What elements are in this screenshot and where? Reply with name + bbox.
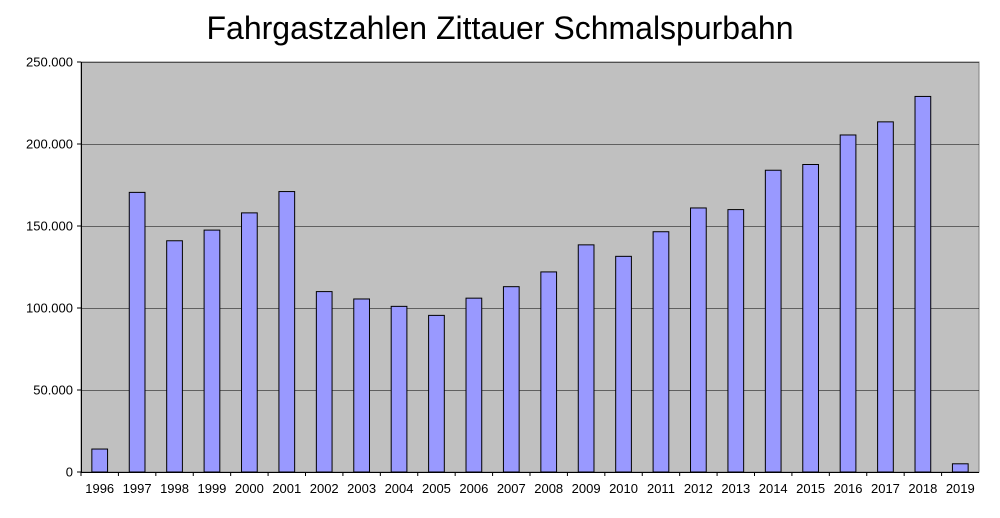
bar: [914, 95, 932, 473]
bar: [91, 448, 109, 473]
bar: [652, 231, 670, 473]
x-tick-label: 2014: [759, 481, 788, 496]
x-tick-label: 2002: [310, 481, 339, 496]
y-tick-label: 0: [66, 465, 73, 480]
bar: [203, 229, 221, 473]
x-tick-label: 2004: [385, 481, 414, 496]
bar: [577, 244, 595, 473]
x-tick-label: 1998: [160, 481, 189, 496]
bar: [166, 240, 183, 473]
bar: [128, 191, 146, 473]
bar: [839, 134, 857, 473]
bar: [951, 463, 969, 473]
bar: [727, 209, 745, 473]
x-tick-label: 2003: [347, 481, 376, 496]
bar: [353, 298, 370, 473]
x-tick-label: 1997: [123, 481, 152, 496]
gridlines: [81, 62, 979, 391]
bar: [390, 305, 408, 473]
x-tick-label: 2005: [422, 481, 451, 496]
x-tick-label: 2018: [908, 481, 937, 496]
x-tick-label: 2019: [946, 481, 975, 496]
bar: [465, 297, 483, 473]
bar: [690, 207, 707, 473]
x-axis: 1996 1997 1998 1999 2000 2001 2002 2003 2004 2005…: [80, 472, 979, 496]
bar: [764, 169, 782, 473]
x-tick-label: 2010: [609, 481, 638, 496]
y-tick-label: 250.000: [26, 55, 73, 70]
x-tick-label: 2001: [272, 481, 301, 496]
x-tick-label: 2009: [572, 481, 601, 496]
x-tick-label: 2015: [796, 481, 825, 496]
x-tick-label: 1996: [85, 481, 114, 496]
x-tick-label: 2006: [459, 481, 488, 496]
bar: [615, 255, 632, 473]
x-tick-label: 2017: [871, 481, 900, 496]
x-tick-label: 2007: [497, 481, 526, 496]
x-tick-label: 2016: [834, 481, 863, 496]
y-tick-label: 50.000: [33, 383, 73, 398]
x-tick-label: 2008: [534, 481, 563, 496]
bar: [428, 314, 445, 473]
x-tick-label: 2011: [647, 481, 675, 496]
y-tick-label: 150.000: [26, 219, 73, 234]
bar: [877, 121, 894, 473]
y-tick-label: 200.000: [26, 137, 73, 152]
y-tick-label: 100.000: [26, 301, 73, 316]
bar: [278, 191, 296, 473]
chart-title: Fahrgastzahlen Zittauer Schmalspurbahn: [206, 10, 794, 46]
bar: [241, 212, 258, 473]
bars: [91, 95, 969, 473]
x-tick-label: 2000: [235, 481, 264, 496]
y-axis: 0 50.000 100.000 150.000 200.000 250.000: [26, 55, 82, 480]
bar: [502, 286, 520, 473]
x-tick-label: 2012: [684, 481, 713, 496]
bar: [802, 164, 819, 473]
bar: [315, 291, 333, 473]
x-tick-label: 2013: [721, 481, 750, 496]
plot-area: [80, 61, 980, 473]
x-tick-label: 1999: [197, 481, 226, 496]
bar: [540, 271, 558, 473]
